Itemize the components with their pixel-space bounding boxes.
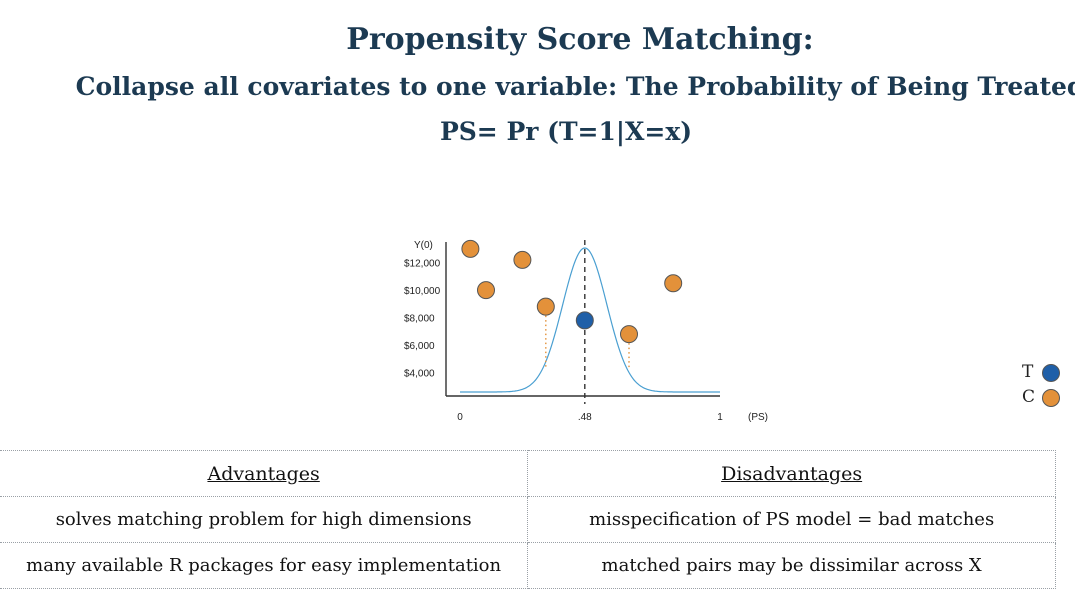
ps-formula: PS= Pr (T=1|X=x) — [439, 117, 693, 146]
y-tick-label: $4,000 — [404, 369, 435, 380]
table-header-row: Advantages Disadvantages — [0, 450, 1056, 497]
control-dot-icon — [1042, 389, 1060, 407]
x-axis-label: (PS) — [748, 412, 768, 423]
y-tick-label: $10,000 — [404, 286, 441, 297]
page-title: Propensity Score Matching: — [346, 22, 814, 57]
propensity-score-chart: Y(0) $12,000 $10,000 $8,000 $6,000 $4,000 0 .48… — [404, 239, 768, 423]
page-subtitle: Collapse all covariates to one variable:… — [75, 72, 1075, 101]
legend-treated-label: T — [1022, 362, 1034, 382]
x-tick-label: .48 — [578, 412, 592, 423]
y-axis-label: Y(0) — [414, 240, 433, 251]
table-row: many available R packages for easy imple… — [0, 542, 1056, 589]
disadvantages-header: Disadvantages — [527, 450, 1056, 497]
treated-dot-icon — [1042, 364, 1060, 382]
table-cell: matched pairs may be dissimilar across X — [527, 542, 1056, 589]
x-tick-label: 0 — [457, 412, 463, 423]
y-tick-label: $6,000 — [404, 341, 435, 352]
density-curve — [460, 247, 720, 393]
table-cell: many available R packages for easy imple… — [0, 542, 529, 589]
x-tick-label: 1 — [717, 412, 723, 423]
y-tick-label: $12,000 — [404, 259, 441, 270]
control-point — [664, 274, 683, 293]
advantages-header: Advantages — [0, 450, 529, 497]
control-point — [477, 281, 495, 300]
control-point — [461, 239, 480, 258]
table-row: solves matching problem for high dimensi… — [0, 496, 1056, 543]
control-point — [513, 250, 532, 269]
y-tick-label: $8,000 — [404, 314, 435, 325]
control-point — [620, 325, 638, 344]
treated-point — [575, 311, 594, 330]
legend-control-label: C — [1022, 387, 1036, 407]
table-cell: solves matching problem for high dimensi… — [0, 496, 529, 543]
table-cell: misspecification of PS model = bad match… — [527, 496, 1056, 543]
control-point — [536, 297, 555, 316]
pros-cons-table: Advantages Disadvantages solves matching… — [0, 450, 1056, 589]
